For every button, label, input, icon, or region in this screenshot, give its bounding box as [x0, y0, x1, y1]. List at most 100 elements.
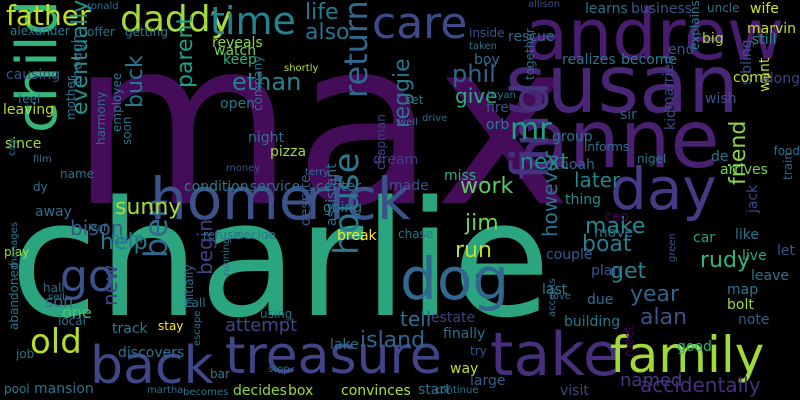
word-susan: susan	[505, 38, 739, 131]
word-leaf: leaf	[88, 223, 107, 234]
word-informs: informs	[584, 140, 630, 154]
word-tell: tell	[400, 307, 432, 331]
word-terry: terry	[305, 167, 330, 178]
word-get: get	[610, 259, 647, 284]
word-fire: fire	[486, 100, 509, 116]
word-family: family	[610, 326, 765, 384]
word-noah: noah	[560, 157, 595, 173]
word-abandoned: abandoned	[7, 262, 21, 331]
word-become: become	[621, 52, 678, 68]
word-return: return	[337, 0, 375, 98]
word-miss: miss	[444, 168, 477, 184]
word-chapman: chapman	[374, 114, 388, 170]
word-named: named	[620, 370, 683, 391]
word-meet: meet	[622, 325, 636, 357]
word-buck: buck	[123, 55, 148, 108]
word-nigel: nigel	[637, 152, 667, 166]
word-one: one	[62, 303, 92, 322]
word-escape: escape	[192, 310, 203, 347]
word-bryan: bryan	[487, 90, 516, 101]
word-father: father	[6, 0, 91, 32]
word-let: let	[777, 243, 795, 259]
word-thing: thing	[565, 192, 602, 208]
word-drive: drive	[422, 113, 448, 124]
word-de: de	[711, 149, 729, 165]
word-stay: stay	[158, 319, 184, 333]
word-mother: mother	[64, 76, 78, 120]
word-jim: jim	[465, 211, 499, 236]
word-due: due	[587, 292, 614, 308]
word-convinces: convinces	[341, 383, 411, 399]
word-jack: jack	[745, 184, 761, 213]
word-next: next	[520, 150, 569, 175]
word-arrives: arrives	[720, 162, 768, 178]
word-harmony: harmony	[94, 91, 108, 145]
word-made: made	[389, 178, 429, 194]
word-group: group	[552, 129, 593, 145]
word-last: last	[542, 282, 568, 298]
word-set: set	[405, 93, 424, 107]
word-marvin: marvin	[747, 21, 797, 37]
word-phil: phil	[452, 60, 496, 88]
word-come: come	[733, 70, 772, 86]
word-film: film	[33, 154, 52, 165]
word-treasure: treasure	[225, 326, 442, 386]
word-refuse: refuse	[203, 228, 241, 242]
word-new: new	[98, 264, 122, 306]
word-later: later	[574, 168, 621, 192]
word-home: home	[150, 165, 315, 233]
word-condition: condition	[184, 179, 249, 195]
word-orb: orb	[486, 117, 510, 133]
word-offer: offer	[87, 25, 115, 39]
word-max: max	[70, 0, 572, 258]
word-open: open	[220, 96, 255, 112]
word-couple: couple	[546, 247, 593, 263]
word-track: track	[112, 321, 148, 337]
word-car: car	[693, 230, 716, 246]
word-business: business	[631, 1, 693, 17]
word-running: running	[221, 237, 232, 276]
word-local: local	[58, 314, 86, 328]
word-mr: mr	[510, 112, 552, 147]
word-bolt: bolt	[727, 297, 754, 313]
word-day: day	[610, 155, 717, 223]
word-chase: chase	[398, 227, 434, 241]
word-despite: despite	[298, 174, 314, 226]
word-bar: bar	[210, 367, 230, 381]
word-lake: lake	[330, 337, 359, 353]
word-getting: getting	[125, 25, 168, 39]
word-break: break	[337, 228, 377, 244]
word-allison: allison	[528, 0, 561, 10]
word-away: away	[35, 204, 72, 220]
word-green: green	[667, 233, 678, 262]
word-still: still	[752, 32, 777, 48]
word-accidentally: accidentally	[640, 373, 761, 397]
word-son: son	[45, 292, 74, 311]
word-feel: feel	[18, 92, 41, 106]
word-wife: wife	[750, 1, 779, 17]
word-hall: hall	[43, 281, 65, 295]
word-leave: leave	[751, 268, 789, 284]
word-dog: dog	[400, 245, 510, 313]
word-estate: estate	[431, 310, 476, 326]
word-ronald: ronald	[87, 1, 119, 12]
word-learns: learns	[585, 1, 628, 17]
word-becomes: becomes	[183, 387, 229, 398]
word-sell: sell	[48, 292, 65, 303]
word-discovers: discovers	[118, 345, 185, 361]
word-reveals: reveals	[212, 35, 263, 51]
word-care: care	[372, 0, 468, 49]
word-plan: plan	[591, 263, 622, 279]
word-going: going	[323, 200, 363, 216]
word-decides: decides	[233, 383, 287, 399]
word-martha: martha	[147, 385, 184, 396]
word-wish: wish	[705, 91, 737, 107]
word-pizza: pizza	[270, 144, 307, 160]
word-center: center	[316, 179, 362, 195]
word-taken: taken	[469, 41, 497, 52]
word-using: using	[260, 307, 293, 321]
word-manages: manages	[9, 221, 20, 268]
word-job: job	[16, 347, 35, 361]
word-bison: bison	[70, 216, 124, 240]
